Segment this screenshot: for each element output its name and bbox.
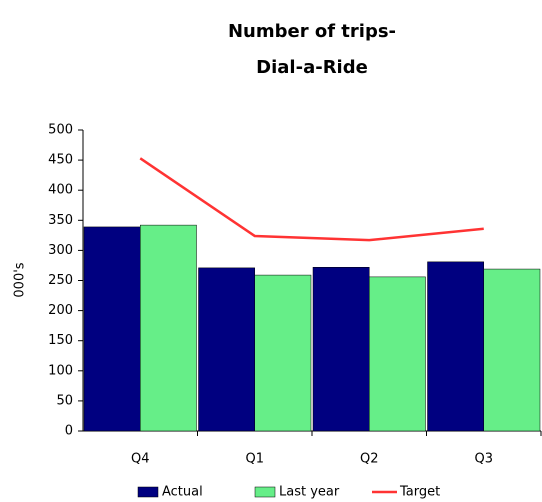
bar: [312, 267, 370, 432]
y-tick-label: 100: [48, 363, 73, 378]
y-tick-label: 350: [48, 213, 73, 228]
bar: [427, 261, 484, 432]
y-tick-label: 500: [48, 123, 73, 138]
legend-label: Actual: [162, 485, 203, 500]
y-tick-label: 450: [48, 153, 73, 168]
chart-title: Dial-a-Ride: [256, 57, 368, 78]
y-tick-label: 50: [56, 393, 73, 408]
x-tick-label: Q4: [131, 452, 150, 467]
y-tick-label: 0: [65, 424, 73, 439]
bar: [369, 276, 426, 432]
y-tick-label: 400: [48, 183, 73, 198]
x-tick-label: Q3: [474, 452, 493, 467]
x-tick-label: Q1: [245, 452, 264, 467]
x-tick-label: Q2: [360, 452, 379, 467]
y-tick-label: 150: [48, 333, 73, 348]
y-axis-label: 000's: [13, 262, 28, 297]
legend-label: Last year: [279, 485, 340, 500]
chart-title: Number of trips-: [228, 21, 396, 42]
legend-swatch: [254, 486, 276, 498]
bar: [83, 226, 141, 432]
bar: [198, 267, 255, 432]
bar: [254, 274, 312, 432]
legend-label: Target: [399, 485, 440, 500]
bar: [140, 224, 197, 432]
legend-swatch: [137, 486, 159, 498]
bar: [483, 268, 541, 432]
y-tick-label: 200: [48, 303, 73, 318]
line: [139, 157, 484, 242]
y-tick-label: 300: [48, 243, 73, 258]
y-tick-label: 250: [48, 273, 73, 288]
